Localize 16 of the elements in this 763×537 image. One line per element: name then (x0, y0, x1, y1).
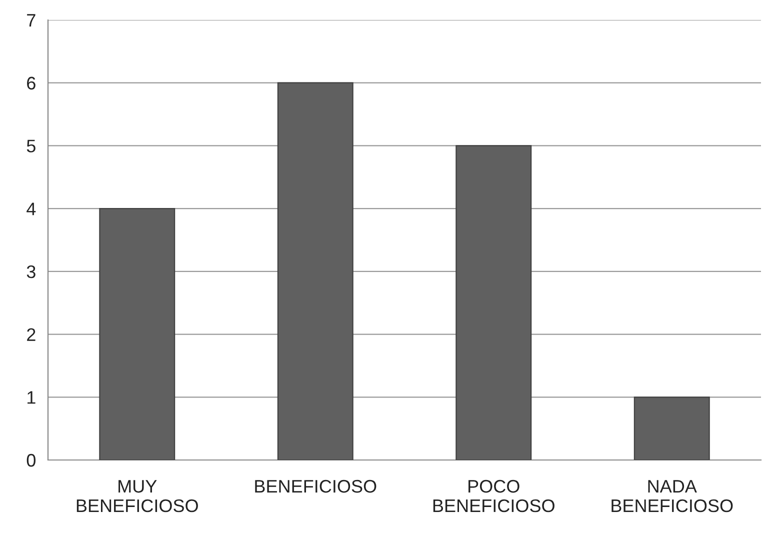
x-tick-label: NADA BENEFICIOSO (612, 480, 733, 512)
x-tick-label: POCO BENEFICIOSO (433, 480, 554, 512)
y-tick-label: 5 (26, 140, 36, 152)
x-tick-label: MUY BENEFICIOSO (76, 480, 198, 512)
y-tick-label: 0 (26, 454, 36, 467)
x-tick-label: BENEFICIOSO (255, 480, 376, 493)
y-tick-label: 2 (27, 328, 36, 341)
bar (99, 208, 176, 460)
y-tick-label: 1 (28, 391, 36, 404)
y-tick-label: 3 (26, 265, 36, 278)
y-tick-label: 4 (26, 202, 36, 216)
bar (634, 396, 710, 460)
bar (456, 145, 532, 460)
y-tick-label: 7 (27, 14, 36, 27)
y-tick-label: 6 (27, 76, 36, 90)
bar (277, 82, 354, 460)
